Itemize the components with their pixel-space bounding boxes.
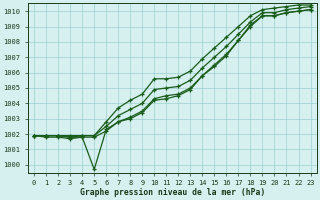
X-axis label: Graphe pression niveau de la mer (hPa): Graphe pression niveau de la mer (hPa) xyxy=(80,188,265,197)
